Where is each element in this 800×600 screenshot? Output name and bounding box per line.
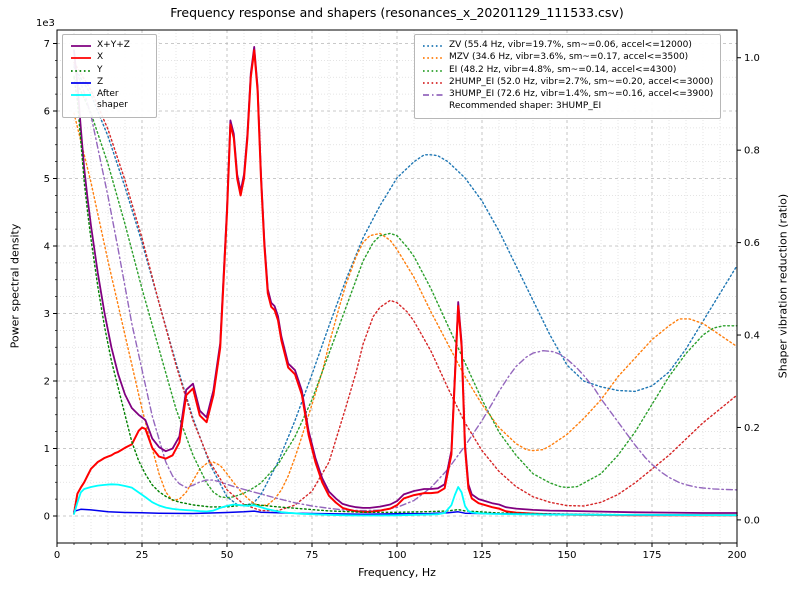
series-after [73, 483, 738, 517]
y-right-tick-label: 0.0 [744, 515, 760, 526]
y-axis-label-left: Power spectral density [8, 223, 22, 349]
y-tick-label: 3 [44, 309, 50, 320]
y-axis-label-right: Shaper vibration reduction (ratio) [776, 193, 790, 379]
y-tick-label: 2 [44, 377, 50, 388]
legend-item: Y [70, 65, 149, 76]
y-right-tick-label: 0.4 [744, 331, 760, 342]
legend-label: Recommended shaper: 3HUMP_EI [449, 101, 602, 112]
legend-swatch [423, 81, 443, 84]
x-tick-label: 25 [136, 550, 149, 561]
chart-title: Frequency response and shapers (resonanc… [170, 5, 624, 20]
series-zv [73, 66, 738, 507]
series-y [73, 76, 738, 516]
shaper-legend: ZV (55.4 Hz, vibr=19.7%, sm~=0.06, accel… [414, 34, 722, 119]
series-z [73, 508, 738, 516]
x-tick-label: 175 [642, 550, 661, 561]
legend-item: X+Y+Z [70, 40, 149, 51]
legend-label: After shaper [97, 89, 128, 111]
legend-label: 3HUMP_EI (72.6 Hz, vibr=1.4%, sm~=0.16, … [449, 89, 714, 99]
legend-item: 2HUMP_EI (52.0 Hz, vibr=2.7%, sm~=0.20, … [422, 77, 713, 88]
legend-item: Z [70, 77, 149, 88]
legend-label: 2HUMP_EI (52.0 Hz, vibr=2.7%, sm~=0.20, … [449, 76, 714, 87]
series-2hump_ei [73, 61, 738, 512]
x-tick-label: 50 [221, 550, 234, 561]
legend-label: EI (48.2 Hz, vibr=4.8%, sm~=0.14, accel<… [449, 64, 677, 75]
legend-swatch [71, 57, 91, 60]
series-x [73, 49, 738, 517]
series-ei [73, 75, 738, 499]
legend-label: Y [97, 64, 103, 75]
y-tick-label: 0 [44, 512, 50, 523]
legend-swatch [422, 103, 444, 111]
x-tick-label: 75 [306, 550, 319, 561]
legend-swatch [423, 57, 443, 60]
series-3hump_ei [73, 64, 738, 512]
legend-swatch [71, 94, 91, 96]
legend-item: EI (48.2 Hz, vibr=4.8%, sm~=0.14, accel<… [422, 65, 713, 76]
psd-legend: X+Y+Z X Y Z After shaper [62, 34, 157, 118]
legend-item: X [70, 52, 149, 63]
legend-label: ZV (55.4 Hz, vibr=19.7%, sm~=0.06, accel… [449, 40, 692, 50]
y-tick-label: 6 [44, 107, 50, 118]
y-right-tick-label: 0.6 [744, 238, 760, 249]
y-tick-label: 1 [44, 444, 50, 455]
legend-item: After shaper [70, 89, 149, 112]
x-tick-label: 200 [727, 550, 746, 561]
y-axis-offset-text: 1e3 [36, 18, 55, 29]
x-tick-label: 150 [557, 550, 576, 561]
x-axis-label: Frequency, Hz [358, 566, 436, 579]
legend-item: 3HUMP_EI (72.6 Hz, vibr=1.4%, sm~=0.16, … [422, 89, 713, 100]
legend-swatch [71, 81, 91, 84]
y-tick-label: 4 [44, 242, 50, 253]
y-tick-label: 7 [44, 39, 50, 50]
x-tick-label: 125 [472, 550, 491, 561]
legend-label: MZV (34.6 Hz, vibr=3.6%, sm~=0.17, accel… [449, 52, 689, 63]
legend-swatch [71, 69, 91, 72]
y-right-tick-label: 0.2 [744, 423, 760, 434]
x-tick-label: 100 [387, 550, 406, 561]
legend-swatch [71, 45, 91, 47]
legend-item: ZV (55.4 Hz, vibr=19.7%, sm~=0.06, accel… [422, 40, 713, 51]
legend-swatch [423, 45, 443, 47]
legend-swatch [423, 69, 443, 72]
legend-item: MZV (34.6 Hz, vibr=3.6%, sm~=0.17, accel… [422, 52, 713, 63]
y-tick-label: 5 [44, 174, 50, 185]
legend-label: X [97, 52, 104, 63]
x-tick-label: 0 [54, 550, 60, 561]
legend-swatch [423, 94, 443, 96]
legend-label: Z [97, 76, 104, 87]
y-right-tick-label: 1.0 [744, 53, 760, 64]
legend-label: X+Y+Z [97, 40, 130, 50]
y-right-tick-label: 0.8 [744, 146, 760, 157]
legend-item: Recommended shaper: 3HUMP_EI [422, 101, 713, 112]
